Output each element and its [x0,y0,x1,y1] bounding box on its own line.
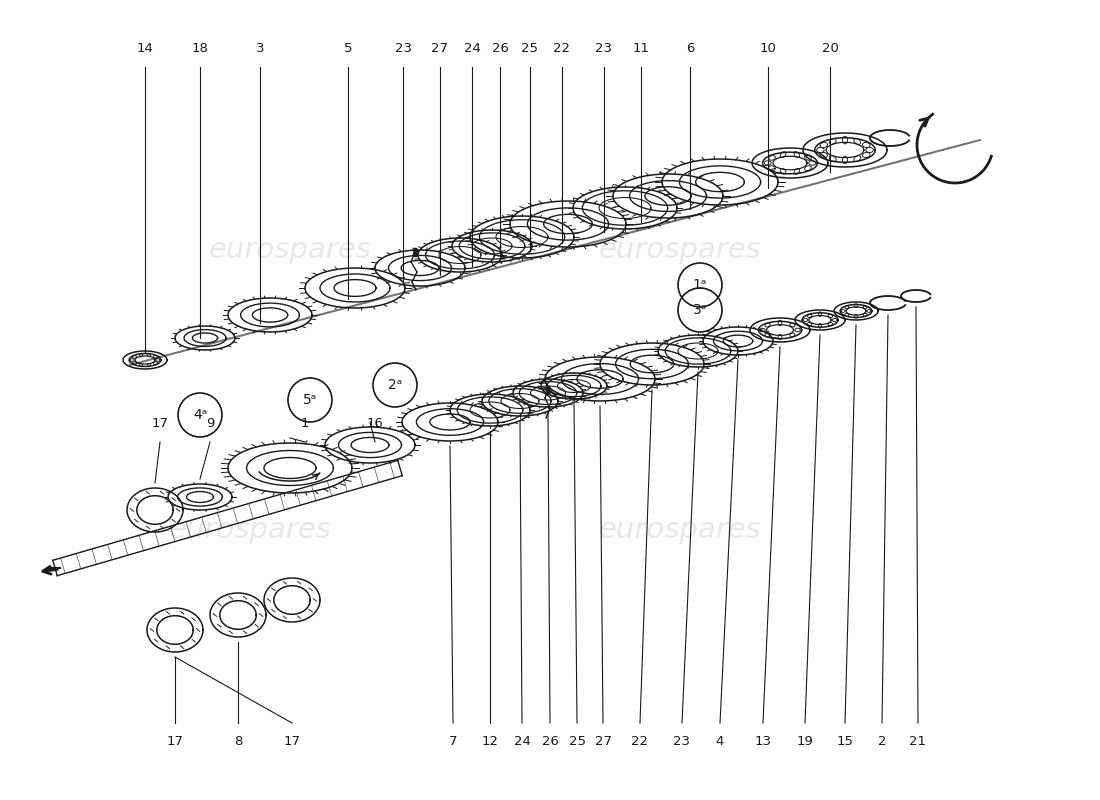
Text: 19: 19 [796,735,813,748]
Text: 17: 17 [284,735,300,748]
Text: 20: 20 [822,42,838,55]
Text: 27: 27 [594,735,612,748]
Text: 11: 11 [632,42,649,55]
Text: 24: 24 [514,735,530,748]
Text: eurospares: eurospares [209,236,372,264]
Text: 5ᵃ: 5ᵃ [302,393,317,407]
Text: 23: 23 [595,42,613,55]
Text: eurospares: eurospares [598,236,761,264]
Text: 5: 5 [343,42,352,55]
Text: 27: 27 [431,42,449,55]
Text: 18: 18 [191,42,208,55]
Text: 22: 22 [553,42,571,55]
Text: 1: 1 [300,417,309,430]
Text: 17: 17 [152,417,168,430]
Text: 4: 4 [716,735,724,748]
Text: 15: 15 [836,735,854,748]
Text: 25: 25 [521,42,539,55]
Text: 17: 17 [166,735,184,748]
Text: eurospares: eurospares [168,516,331,544]
Text: 21: 21 [910,735,926,748]
Text: eurospares: eurospares [598,516,761,544]
Text: 2: 2 [878,735,887,748]
Text: 23: 23 [673,735,691,748]
Text: 13: 13 [755,735,771,748]
Text: 12: 12 [482,735,498,748]
Text: 26: 26 [492,42,508,55]
Text: 25: 25 [569,735,585,748]
Text: 14: 14 [136,42,153,55]
Text: 4ᵃ: 4ᵃ [192,408,207,422]
Text: 24: 24 [463,42,481,55]
Text: 6: 6 [685,42,694,55]
Text: 3: 3 [255,42,264,55]
Text: 3ᵃ: 3ᵃ [693,303,707,317]
Text: 10: 10 [760,42,777,55]
Text: 7: 7 [449,735,458,748]
Text: 26: 26 [541,735,559,748]
Text: 23: 23 [395,42,411,55]
Text: 9: 9 [206,417,214,430]
Text: 1ᵃ: 1ᵃ [693,278,707,292]
Text: 16: 16 [366,417,384,430]
Text: 2ᵃ: 2ᵃ [388,378,403,392]
Text: 22: 22 [631,735,649,748]
Text: 8: 8 [234,735,242,748]
